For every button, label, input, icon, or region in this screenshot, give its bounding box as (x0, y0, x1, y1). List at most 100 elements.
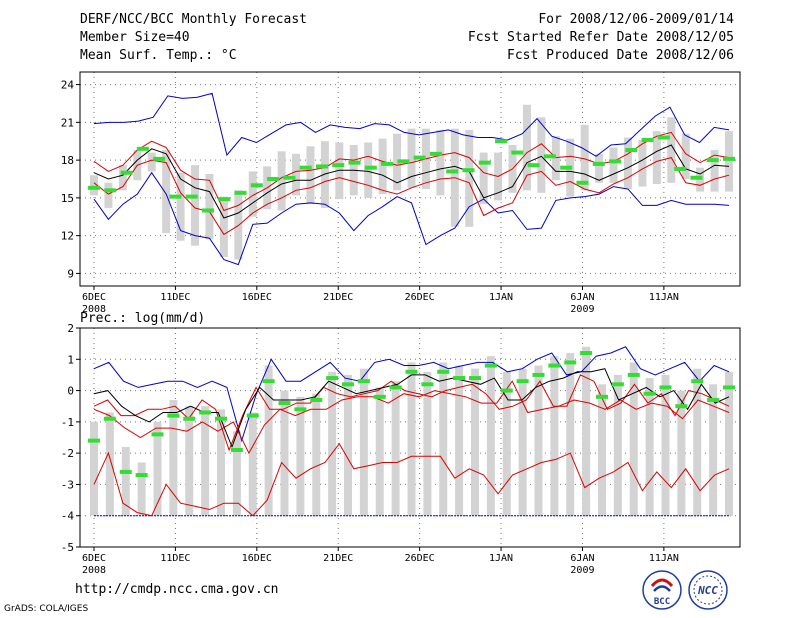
prec-ytick-label: -1 (61, 416, 74, 429)
prec-obs-marker (580, 351, 593, 356)
prec-obs-marker (357, 379, 370, 384)
prec-ensemble-box (566, 353, 575, 516)
temp-ensemble-box (407, 128, 416, 188)
prec-ensemble-box (550, 356, 559, 516)
prec-obs-marker (548, 363, 561, 368)
temp-ensemble-box (652, 131, 661, 185)
prec-ensemble-box (264, 365, 273, 516)
prec-mean-line (93, 368, 730, 449)
prec-obs-marker (659, 385, 672, 390)
prec-max-line (93, 346, 730, 443)
temp-obs-marker (364, 165, 377, 170)
prec-obs-marker (373, 394, 386, 399)
prec-ensemble-box (661, 374, 670, 516)
temp-ensemble-box (320, 141, 329, 208)
refer-date: Fcst Started Refer Date 2008/12/05 (467, 30, 734, 45)
temp-year-label: 2009 (570, 304, 594, 315)
prec-plot-frame (79, 327, 741, 548)
temp-ensemble-box (90, 175, 98, 196)
prec-std-lower-line (93, 380, 730, 455)
temp-min-line (93, 171, 730, 266)
prec-ytick-label: -4 (61, 510, 75, 523)
prec-ytick-label: -2 (61, 447, 74, 460)
temp-obs-marker (446, 169, 459, 174)
temp-std-upper-line (93, 131, 730, 212)
ncc-logo-icon: NCC (688, 570, 728, 610)
bcc-logo-text: BCC (654, 597, 670, 607)
temp-obs-marker (706, 158, 719, 163)
temp-obs-marker (299, 165, 312, 170)
produced-date: Fcst Produced Date 2008/12/06 (507, 48, 734, 63)
prec-obs-marker (230, 448, 243, 453)
temp-obs-marker (674, 166, 687, 171)
prec-obs-marker (532, 372, 545, 377)
prec-year-label: 2008 (82, 565, 106, 576)
temp-obs-marker (690, 175, 703, 180)
prec-title: Prec.: log(mm/d) (80, 311, 205, 326)
temp-ensemble-box (667, 117, 676, 183)
temp-obs-marker (185, 194, 198, 199)
prec-obs-marker (405, 369, 418, 374)
prec-ytick-label: 1 (67, 353, 74, 366)
temp-xtick-label: 6DEC (82, 292, 106, 303)
temp-obs-marker (201, 208, 214, 213)
prec-ensemble-box (137, 462, 146, 516)
prec-ensemble-box (312, 393, 321, 516)
prec-obs-marker (215, 416, 227, 421)
temp-obs-marker (478, 160, 491, 165)
temp-ensemble-box (378, 138, 387, 195)
prec-ensemble-box (90, 421, 98, 516)
temp-obs-marker (592, 161, 605, 166)
prec-xtick-label: 21DEC (323, 553, 353, 564)
prec-obs-marker (611, 382, 624, 387)
temp-ensemble-box (681, 133, 690, 179)
temp-ensemble-box (162, 150, 171, 234)
prec-ensemble-box (375, 387, 384, 516)
temp-obs-marker (267, 177, 280, 181)
temp-obs-marker (397, 159, 410, 164)
temp-ensemble-box (248, 171, 257, 217)
temp-ensemble-box (436, 129, 445, 196)
temp-year-label: 2008 (82, 304, 106, 315)
temp-obs-marker (153, 156, 166, 161)
temp-obs-marker (609, 159, 622, 164)
temp-obs-marker (332, 163, 345, 168)
prec-ensemble-box (598, 384, 606, 516)
temp-obs-marker (625, 148, 638, 153)
prec-xtick-label: 6DEC (82, 553, 106, 564)
temp-ensemble-box (191, 165, 200, 246)
prec-xtick-label: 16DEC (242, 553, 272, 564)
temp-ensemble-box (104, 182, 113, 208)
source-url[interactable]: http://cmdp.ncc.cma.gov.cn (75, 582, 279, 597)
prec-xtick-label: 11DEC (160, 553, 190, 564)
prec-ytick-label: -3 (61, 478, 74, 491)
prec-obs-marker (326, 376, 339, 381)
prec-obs-marker (627, 372, 640, 377)
temp-obs-marker (560, 165, 573, 170)
prec-ensemble-box (693, 368, 702, 516)
temp-xtick-label: 11DEC (160, 292, 190, 303)
temp-ensemble-box (205, 173, 214, 240)
temp-ensemble-box (522, 104, 531, 191)
chart-title: DERF/NCC/BCC Monthly Forecast (80, 12, 307, 27)
temp-obs-marker (120, 170, 133, 175)
temp-obs-marker (495, 139, 508, 144)
prec-obs-marker (103, 416, 116, 421)
prec-xtick-label: 26DEC (405, 553, 435, 564)
temp-ensemble-box (465, 129, 474, 227)
prec-ensemble-box (471, 368, 479, 516)
temp-mean-line (93, 144, 730, 219)
temp-obs-marker (88, 185, 100, 190)
temp-xtick-label: 21DEC (323, 292, 353, 303)
temp-ensemble-box (292, 153, 301, 196)
forecast-period: For 2008/12/06-2009/01/14 (538, 12, 734, 27)
prec-ensemble-box (248, 412, 257, 516)
prec-obs-marker (691, 379, 704, 384)
prec-obs-marker (88, 438, 100, 443)
prec-obs-marker (119, 469, 132, 474)
prec-obs-marker (564, 360, 577, 365)
prec-obs-marker (183, 416, 196, 421)
prec-year-label: 2009 (570, 565, 594, 576)
temp-ensemble-box (623, 137, 632, 190)
prec-obs-marker (246, 413, 259, 418)
